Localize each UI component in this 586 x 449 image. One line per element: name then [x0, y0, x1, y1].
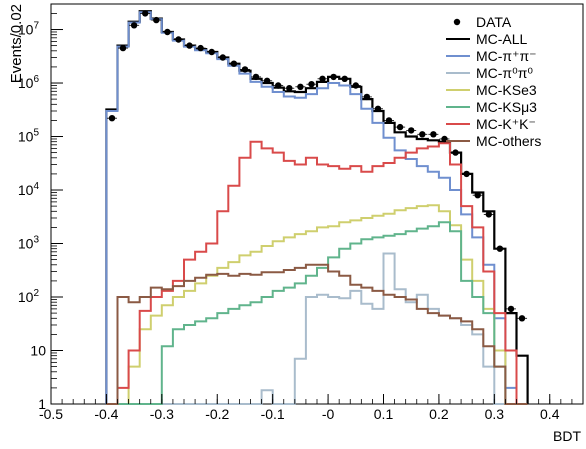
x-tick-label: -0.3 [150, 406, 174, 422]
x-tick-label: 0.2 [429, 406, 449, 422]
legend-label: MC-KSe3 [476, 82, 537, 98]
data-point [408, 127, 415, 134]
y-tick-label: 102 [18, 288, 40, 305]
axes: -0.5 -0.4 -0.3 -0.2 -0.1 -0 0.1 0.2 0.3 0.4 1 10 102… [18, 3, 584, 422]
x-tick-label: -0.4 [94, 406, 118, 422]
plot-frame [50, 3, 584, 405]
x-axis-label: BDT [553, 428, 581, 444]
y-tick-label: 106 [18, 74, 40, 91]
legend-label: MC-K⁺K⁻ [476, 116, 536, 132]
data-point [130, 22, 138, 29]
legend-item-mc-kse3: MC-KSe3 [446, 82, 537, 98]
data-point [496, 245, 504, 252]
legend-label: MC-π⁰π⁰ [476, 65, 533, 81]
y-tick-label: 104 [18, 181, 40, 198]
y-tick-label: 105 [18, 128, 40, 145]
y-tick-label: 103 [18, 235, 40, 252]
legend-label: DATA [476, 14, 512, 30]
data-point [142, 10, 149, 17]
y-tick-label: 107 [18, 21, 40, 38]
data-point [252, 73, 260, 81]
y-tick-label: 10 [30, 343, 46, 359]
series-line-mc-others [106, 263, 528, 405]
x-tick-label: -0.5 [39, 406, 63, 422]
data-point [474, 192, 481, 199]
data-points [106, 10, 528, 322]
x-tick-label: 0.1 [374, 406, 394, 422]
data-point [485, 211, 492, 218]
legend-item-mc-all: MC-ALL [446, 31, 528, 47]
histogram-series [105, 10, 529, 405]
legend: DATAMC-ALLMC-π⁺π⁻MC-π⁰π⁰MC-KSe3MC-KSμ3MC… [446, 14, 541, 149]
x-tick-label: -0 [322, 406, 335, 422]
data-point [352, 82, 359, 89]
y-axis-label: Events/0.02 [8, 4, 25, 83]
data-point [308, 81, 315, 88]
series-line-mc-kk [106, 140, 528, 405]
data-point [374, 105, 382, 113]
legend-marker [453, 18, 461, 26]
legend-label: MC-others [476, 133, 541, 149]
data-point [186, 42, 193, 49]
x-tick-label: 0.3 [485, 406, 505, 422]
data-point [507, 305, 515, 313]
legend-item-mc-kk: MC-K⁺K⁻ [446, 116, 536, 132]
legend-label: MC-ALL [476, 31, 528, 47]
data-point [430, 131, 437, 138]
data-point [219, 54, 226, 61]
data-point [119, 44, 127, 52]
data-point [518, 315, 526, 322]
data-point [153, 16, 160, 24]
legend-item-mc-ksmu3: MC-KSμ3 [446, 99, 537, 115]
data-point [363, 93, 371, 101]
data-point [275, 82, 282, 89]
series-line-mc-all [105, 10, 529, 404]
data-point [463, 170, 470, 178]
legend-item-mc-pi0pi0: MC-π⁰π⁰ [446, 65, 533, 81]
y-tick-label: 1 [38, 396, 46, 412]
series-line-mc-pipi [105, 11, 528, 405]
series-line-mc-kse3 [106, 204, 528, 405]
data-point [164, 28, 171, 36]
data-point [452, 149, 459, 156]
data-point [241, 66, 249, 73]
legend-item-mc-others: MC-others [446, 133, 541, 149]
data-point [297, 83, 304, 91]
data-point [341, 75, 348, 83]
data-point [419, 131, 426, 138]
data-point [175, 36, 182, 43]
data-point [396, 123, 404, 131]
x-tick-label: 0.4 [540, 406, 560, 422]
x-tick-label: -0.2 [205, 406, 229, 422]
data-point [108, 115, 116, 122]
data-point [385, 117, 393, 124]
legend-item-data: DATA [453, 14, 512, 30]
data-point [208, 48, 215, 56]
legend-item-mc-pipi: MC-π⁺π⁻ [446, 48, 537, 64]
data-point [286, 85, 293, 92]
legend-label: MC-KSμ3 [476, 99, 537, 115]
data-point [230, 60, 238, 67]
data-point [319, 75, 326, 83]
data-point [197, 44, 204, 52]
data-point [330, 73, 337, 81]
x-tick-label: -0.1 [261, 406, 285, 422]
legend-label: MC-π⁺π⁻ [476, 48, 537, 64]
series-line-mc-ksmu3 [106, 221, 528, 405]
data-point [263, 77, 271, 85]
